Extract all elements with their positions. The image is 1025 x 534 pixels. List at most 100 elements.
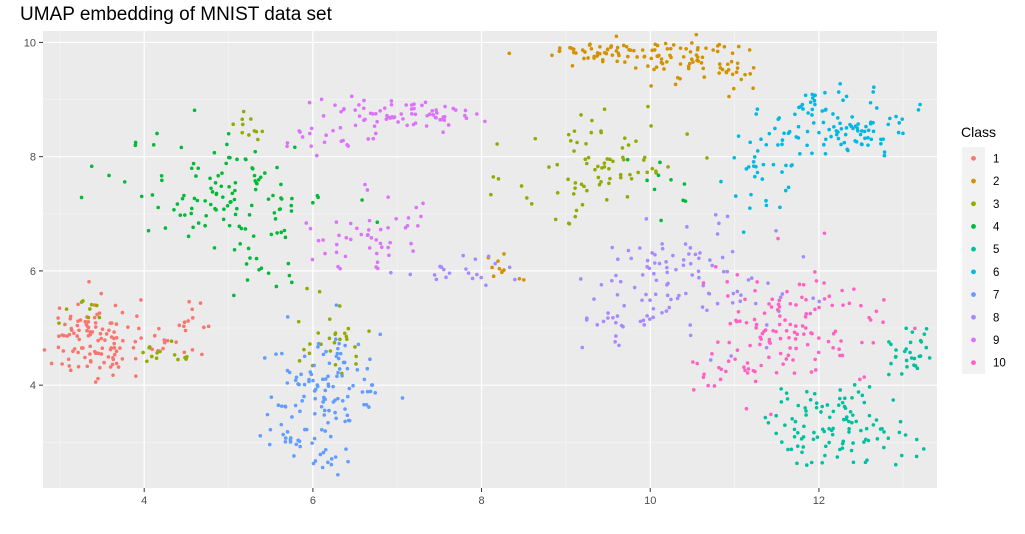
- legend-key-background: [962, 147, 985, 374]
- point-class-1: [116, 365, 121, 369]
- point-class-7: [283, 436, 288, 440]
- point-class-10: [827, 294, 832, 299]
- point-class-9: [308, 226, 313, 231]
- point-class-4: [208, 202, 213, 207]
- point-class-4: [248, 256, 252, 260]
- point-class-10: [837, 347, 841, 352]
- point-class-8: [698, 251, 702, 255]
- point-class-10: [860, 340, 864, 345]
- point-class-7: [345, 394, 350, 399]
- point-class-8: [688, 323, 693, 327]
- point-class-10: [776, 236, 780, 241]
- point-class-10: [701, 281, 706, 285]
- point-class-6: [853, 139, 857, 143]
- point-class-10: [791, 358, 795, 362]
- point-class-8: [473, 257, 478, 261]
- point-class-10: [778, 314, 782, 318]
- point-class-5: [774, 413, 778, 418]
- point-class-6: [822, 142, 826, 147]
- point-class-4: [238, 242, 243, 246]
- point-class-1: [60, 333, 65, 337]
- point-class-10: [743, 368, 747, 373]
- point-class-6: [749, 192, 753, 197]
- point-class-6: [764, 203, 769, 208]
- point-class-3: [571, 192, 576, 196]
- point-class-7: [329, 462, 334, 467]
- point-class-2: [557, 49, 562, 53]
- point-class-5: [867, 413, 872, 418]
- point-class-2: [729, 59, 734, 64]
- point-class-8: [432, 273, 437, 277]
- point-class-9: [307, 131, 312, 136]
- point-class-8: [486, 254, 491, 259]
- point-class-8: [778, 295, 783, 300]
- point-class-4: [293, 145, 297, 150]
- point-class-6: [764, 142, 769, 147]
- point-class-9: [399, 112, 404, 116]
- point-class-3: [574, 208, 579, 213]
- point-class-9: [348, 221, 353, 226]
- point-class-2: [735, 61, 740, 66]
- point-class-10: [751, 368, 756, 373]
- point-class-7: [267, 442, 272, 447]
- point-class-8: [764, 345, 769, 350]
- point-class-7: [316, 345, 320, 349]
- point-class-4: [249, 203, 254, 208]
- point-class-9: [390, 115, 394, 119]
- point-class-10: [813, 357, 817, 362]
- point-class-10: [862, 375, 867, 379]
- point-class-5: [811, 437, 816, 442]
- y-tick-label: 10: [24, 37, 36, 49]
- point-class-10: [774, 329, 778, 334]
- point-class-3: [158, 349, 162, 354]
- point-class-5: [831, 409, 836, 414]
- point-class-1: [88, 352, 92, 356]
- point-class-1: [87, 279, 91, 284]
- point-class-8: [464, 267, 468, 271]
- point-class-4: [196, 221, 201, 225]
- point-class-6: [888, 116, 892, 121]
- point-class-4: [196, 166, 201, 171]
- point-class-7: [355, 367, 360, 372]
- point-class-6: [842, 140, 847, 145]
- point-class-9: [378, 108, 382, 113]
- point-class-3: [585, 188, 589, 193]
- point-class-5: [863, 460, 868, 465]
- point-class-7: [365, 389, 370, 394]
- point-class-3: [607, 166, 611, 171]
- point-class-5: [902, 349, 907, 354]
- point-class-3: [596, 164, 600, 169]
- series-class-1: [42, 279, 211, 384]
- point-class-7: [299, 372, 303, 377]
- point-class-8: [479, 275, 483, 280]
- point-class-6: [856, 122, 861, 126]
- point-class-5: [829, 428, 834, 433]
- point-class-4: [214, 191, 219, 196]
- point-class-1: [111, 357, 116, 362]
- point-class-7: [326, 460, 330, 465]
- point-class-5: [844, 415, 849, 419]
- point-class-5: [908, 350, 912, 355]
- point-class-7: [333, 410, 337, 415]
- point-class-8: [705, 308, 709, 313]
- point-class-1: [96, 351, 101, 356]
- point-class-4: [172, 207, 176, 212]
- point-class-9: [353, 123, 358, 128]
- point-class-1: [68, 314, 73, 319]
- point-class-3: [645, 170, 649, 175]
- point-class-10: [788, 346, 792, 350]
- point-class-10: [792, 330, 797, 335]
- point-class-8: [584, 316, 589, 321]
- point-class-6: [780, 138, 785, 142]
- point-class-8: [660, 242, 664, 246]
- point-class-9: [369, 236, 374, 240]
- point-class-5: [763, 415, 768, 420]
- point-class-6: [821, 120, 826, 125]
- point-class-5: [774, 431, 778, 436]
- point-class-7: [285, 381, 290, 385]
- point-class-5: [812, 391, 817, 396]
- point-class-8: [632, 285, 637, 290]
- point-class-8: [461, 253, 465, 258]
- point-class-2: [675, 75, 680, 80]
- point-class-7: [315, 383, 320, 387]
